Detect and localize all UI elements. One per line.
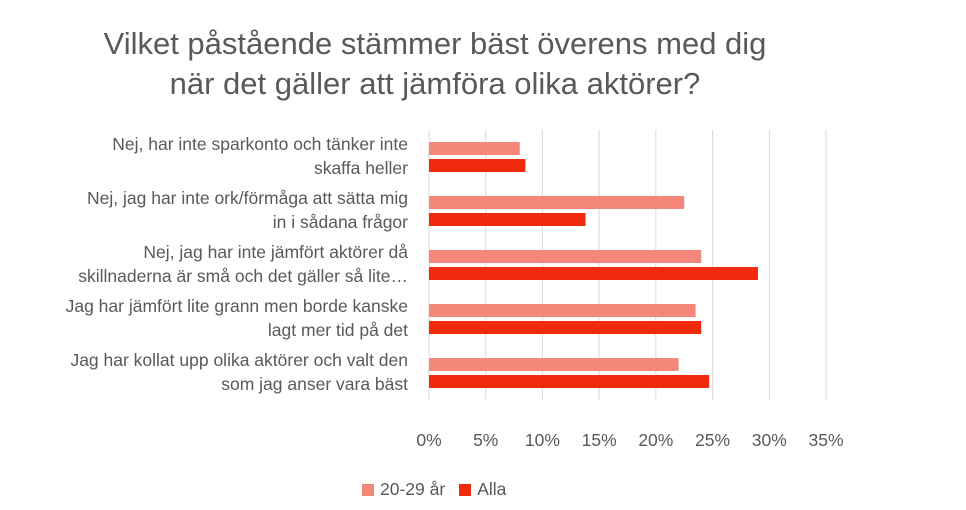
bar-20-29 <box>429 250 702 263</box>
bar-alla <box>429 159 526 172</box>
x-tick-label: 15% <box>582 430 617 450</box>
x-tick-label: 0% <box>416 430 441 450</box>
bar-chart: 0% 5% 10% 15% 20% 25% 30% 35% Nej, har inte spar… <box>66 130 844 450</box>
category-label: Nej, har inte sparkonto och tänker inte s… <box>112 134 408 178</box>
x-tick-label: 30% <box>752 430 787 450</box>
bar-alla <box>429 321 702 334</box>
x-tick-label: 5% <box>473 430 498 450</box>
bar-20-29 <box>429 358 679 371</box>
bar-20-29 <box>429 142 520 155</box>
bar-20-29 <box>429 196 685 209</box>
category-label: Nej, jag har inte jämfört aktörer då skil… <box>78 242 408 286</box>
chart-title-line-1: Vilket påstående stämmer bäst överens me… <box>103 26 767 61</box>
chart-title: Vilket påstående stämmer bäst överens me… <box>0 24 870 104</box>
legend-swatch-20-29 <box>362 483 374 496</box>
legend-label-20-29: 20-29 år <box>380 479 446 499</box>
legend-item-alla: Alla <box>459 479 506 500</box>
legend-item-20-29: 20-29 år <box>362 479 445 500</box>
bar-alla <box>429 267 758 280</box>
legend-label-alla: Alla <box>477 479 507 499</box>
category-label: Jag har kollat upp olika aktörer och val… <box>70 350 408 394</box>
legend-swatch-alla <box>459 483 472 496</box>
x-tick-label: 10% <box>525 430 560 450</box>
chart-title-line-2: när det gäller att jämföra olika aktörer… <box>169 66 701 101</box>
category-label: Nej, jag har inte ork/förmåga att sätta … <box>87 188 408 232</box>
legend: 20-29 år Alla <box>362 479 520 500</box>
x-tick-label: 35% <box>808 430 843 450</box>
bar-alla <box>429 375 710 388</box>
category-label: Jag har jämfört lite grann men borde kan… <box>66 296 409 340</box>
bar-20-29 <box>429 304 696 317</box>
x-tick-label: 20% <box>638 430 673 450</box>
bar-alla <box>429 213 586 226</box>
x-tick-label: 25% <box>695 430 730 450</box>
